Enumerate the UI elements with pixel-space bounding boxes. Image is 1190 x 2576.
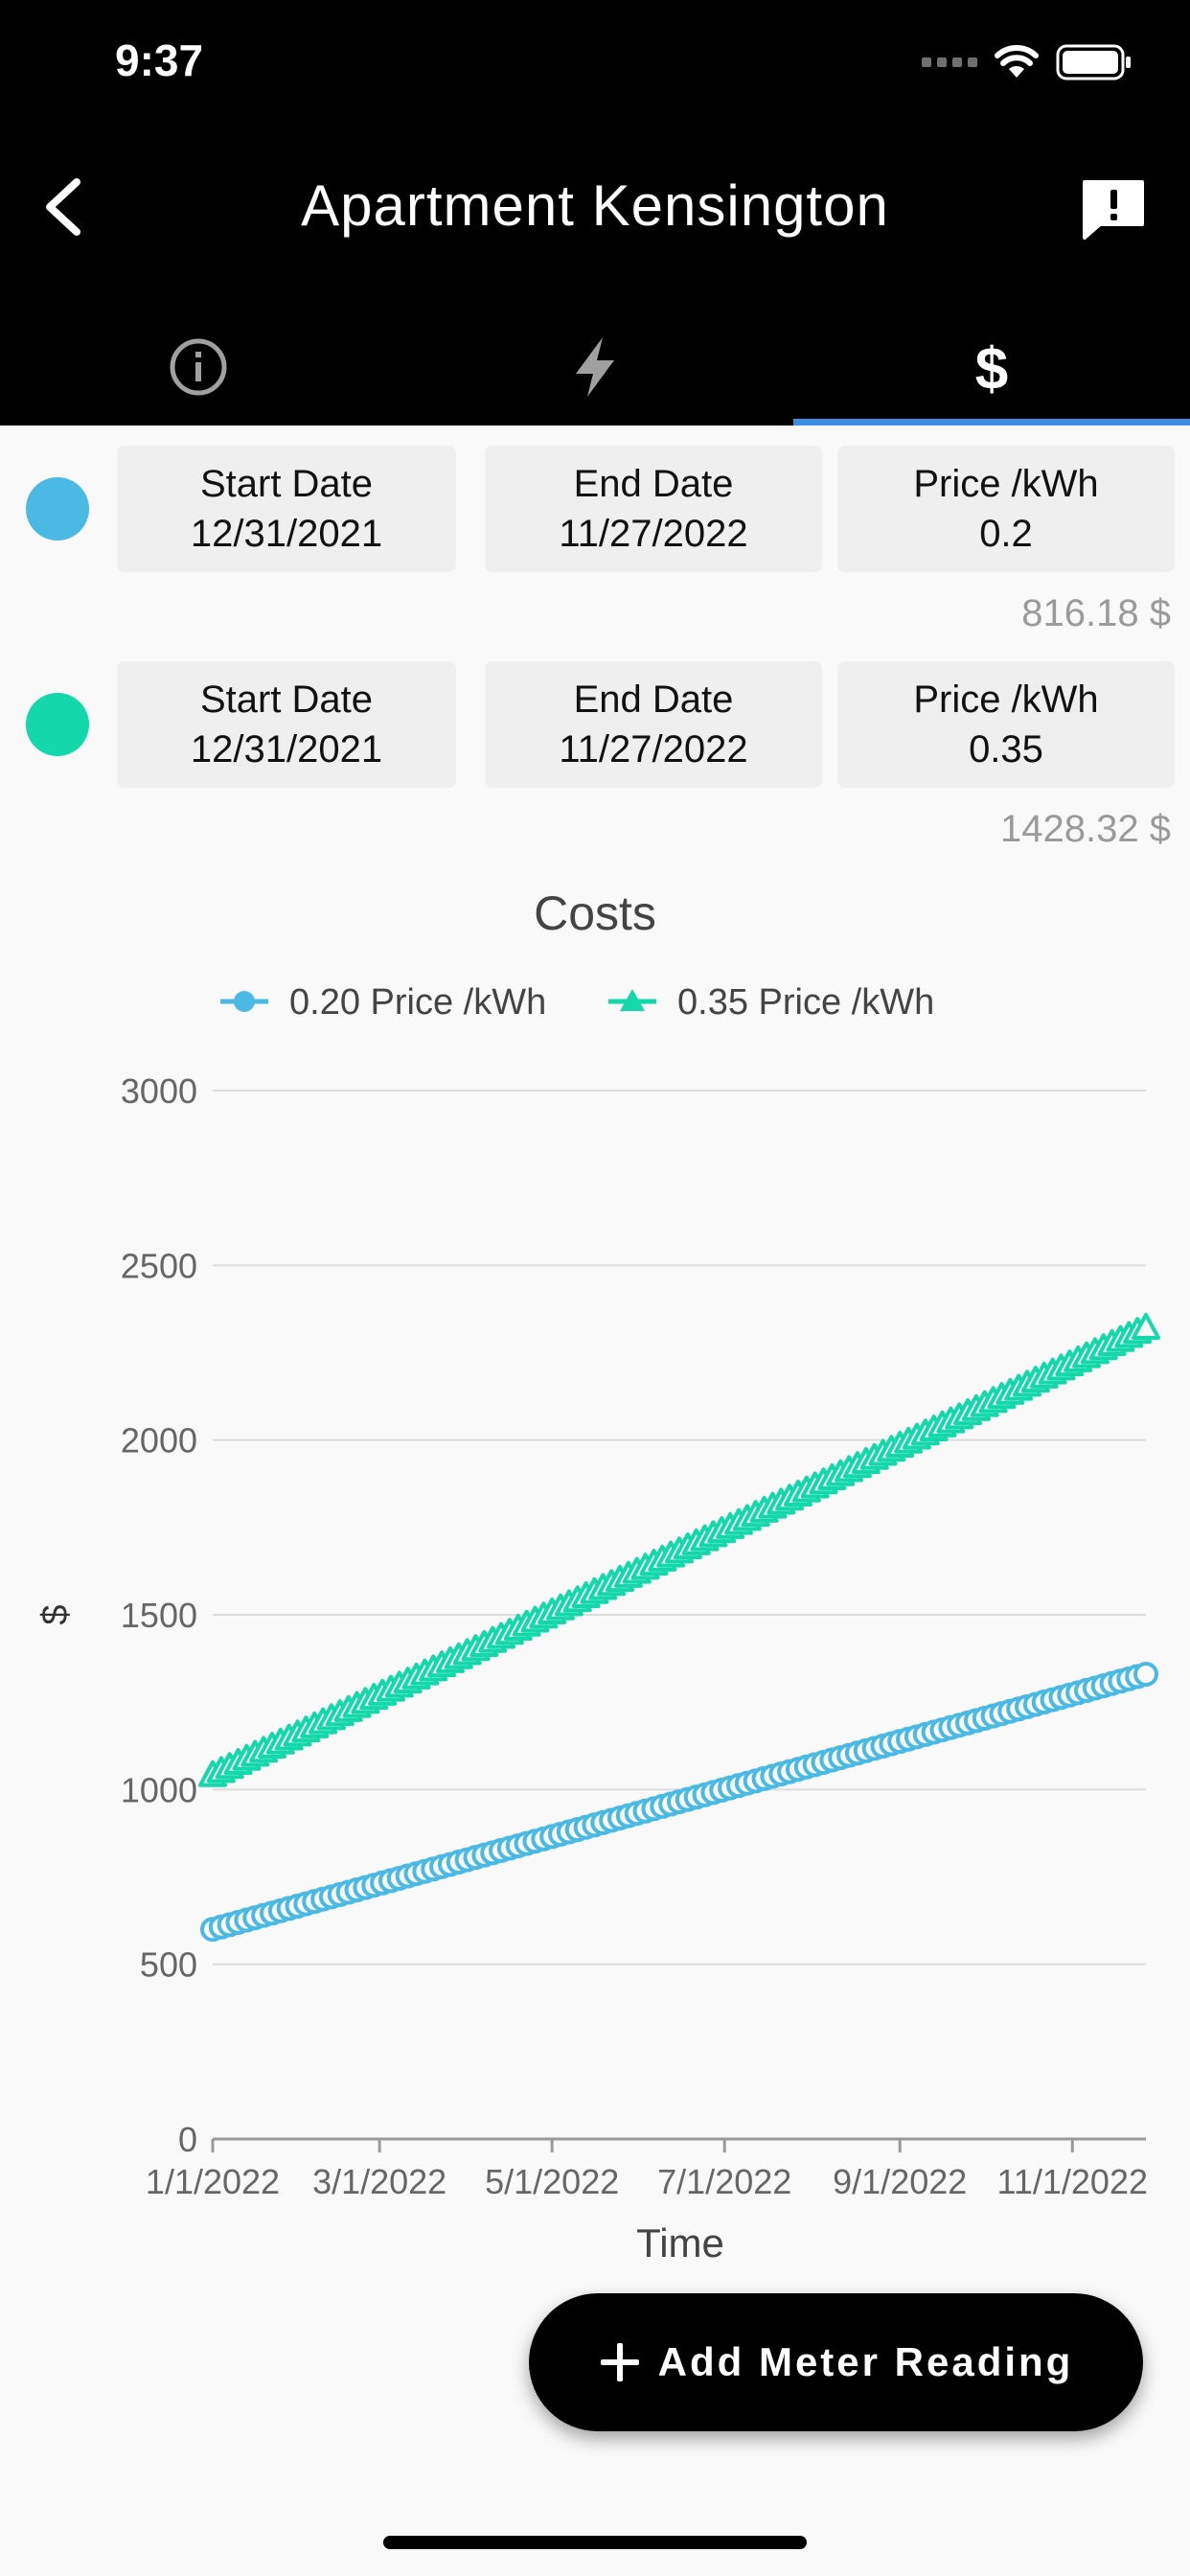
- series-color-dot: [26, 693, 89, 756]
- feedback-icon: [1083, 180, 1144, 240]
- legend: 0.20 Price /kWh 0.35 Price /kWh: [220, 982, 934, 1023]
- data-point: [1133, 1661, 1158, 1687]
- tab-info[interactable]: [0, 309, 397, 426]
- x-tick-label: 1/1/2022: [146, 2162, 280, 2201]
- series-color-dot: [26, 477, 89, 540]
- chevron-left-icon: [46, 178, 80, 236]
- x-axis-label: Time: [636, 2220, 724, 2266]
- y-tick-label: 500: [140, 1945, 197, 1985]
- tab-consumption[interactable]: [397, 309, 793, 426]
- battery-icon: [1056, 44, 1131, 80]
- price-label: Price /kWh: [913, 678, 1099, 721]
- page-title: Apartment Kensington: [301, 173, 889, 238]
- y-axis-ticks: 0 500 1000 1500 2000 2500 3000: [121, 1071, 197, 2159]
- start-date-label: Start Date: [199, 463, 374, 505]
- tab-bar: $: [0, 309, 1190, 426]
- tab-costs[interactable]: $: [793, 309, 1190, 426]
- data-point: [1132, 1312, 1160, 1340]
- start-date-field[interactable]: Start Date 12/31/2021: [117, 446, 456, 572]
- y-tick-label: 3000: [121, 1071, 197, 1111]
- wifi-icon: [995, 45, 1039, 78]
- price-value: 0.2: [979, 513, 1033, 555]
- svg-text:$: $: [975, 336, 1008, 401]
- x-tick-label: 5/1/2022: [485, 2162, 619, 2201]
- legend-label-1: 0.35 Price /kWh: [677, 982, 934, 1023]
- start-date-value: 12/31/2021: [190, 728, 383, 770]
- price-field[interactable]: Price /kWh 0.35: [837, 661, 1175, 788]
- dollar-icon: $: [975, 336, 1008, 401]
- end-date-value: 11/27/2022: [559, 728, 748, 770]
- y-tick-label: 0: [178, 2120, 197, 2159]
- series-price-0-35: [198, 1312, 1160, 1787]
- legend-item-1[interactable]: 0.35 Price /kWh: [608, 982, 934, 1023]
- end-date-label: End Date: [573, 463, 734, 505]
- y-tick-label: 2000: [121, 1421, 197, 1460]
- info-icon: [170, 338, 227, 396]
- legend-item-0[interactable]: 0.20 Price /kWh: [220, 982, 546, 1023]
- period-cost: 816.18 $: [1021, 592, 1171, 634]
- start-date-label: Start Date: [199, 678, 374, 721]
- legend-marker-triangle: [620, 989, 645, 1011]
- home-indicator: [383, 2536, 807, 2549]
- x-tick-label: 7/1/2022: [657, 2162, 791, 2201]
- legend-label-0: 0.20 Price /kWh: [289, 982, 546, 1023]
- app-bar: 9:37 Apartment Kensington: [0, 0, 1190, 426]
- back-button[interactable]: [34, 172, 92, 242]
- y-tick-label: 2500: [121, 1246, 197, 1285]
- costs-chart: Costs 0.20 Price /kWh 0.35 Price /kWh 0 5…: [35, 886, 1160, 2266]
- end-date-field[interactable]: End Date 11/27/2022: [485, 446, 822, 572]
- price-period-row: Start Date 12/31/2021 End Date 11/27/202…: [0, 661, 1190, 788]
- price-value: 0.35: [969, 728, 1043, 770]
- add-meter-reading-label: Add Meter Reading: [657, 2339, 1074, 2384]
- y-axis-label: $: [35, 1604, 76, 1624]
- series-price-0-20: [200, 1661, 1158, 1943]
- plus-icon: [600, 2343, 639, 2381]
- cellular-signal-icon: [922, 58, 977, 67]
- end-date-label: End Date: [573, 678, 734, 721]
- status-icons: [922, 44, 1133, 80]
- y-tick-label: 1000: [121, 1770, 197, 1809]
- x-tick-label: 3/1/2022: [312, 2162, 446, 2201]
- add-meter-reading-button[interactable]: Add Meter Reading: [529, 2293, 1143, 2431]
- feedback-button[interactable]: [1079, 174, 1148, 243]
- grid-lines: [213, 1090, 1146, 1966]
- x-tick-label: 11/1/2022: [997, 2162, 1148, 2201]
- status-time: 9:37: [115, 35, 204, 85]
- price-field[interactable]: Price /kWh 0.2: [837, 446, 1175, 572]
- legend-marker-circle: [234, 991, 255, 1012]
- end-date-value: 11/27/2022: [559, 513, 748, 555]
- x-tick-label: 9/1/2022: [833, 2162, 967, 2201]
- end-date-field[interactable]: End Date 11/27/2022: [485, 661, 822, 788]
- start-date-value: 12/31/2021: [190, 513, 383, 555]
- price-label: Price /kWh: [913, 463, 1099, 505]
- period-cost: 1428.32 $: [1000, 808, 1171, 850]
- y-tick-label: 1500: [121, 1596, 197, 1635]
- x-axis: 1/1/2022 3/1/2022 5/1/2022 7/1/2022 9/1/2022…: [146, 2137, 1148, 2201]
- selected-tab-indicator: [793, 419, 1190, 426]
- price-period-row: Start Date 12/31/2021 End Date 11/27/202…: [0, 446, 1190, 572]
- start-date-field[interactable]: Start Date 12/31/2021: [117, 661, 456, 788]
- chart-title: Costs: [534, 886, 656, 940]
- lightning-icon: [576, 337, 614, 397]
